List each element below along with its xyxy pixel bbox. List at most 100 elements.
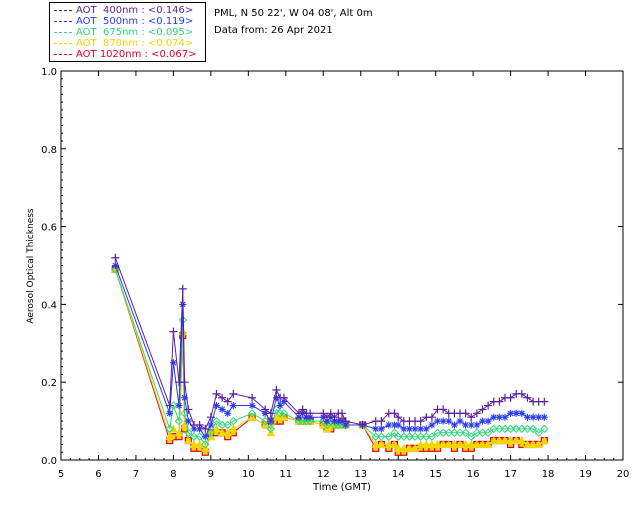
data-point bbox=[500, 424, 510, 434]
data-point bbox=[523, 413, 531, 421]
data-point bbox=[166, 409, 174, 417]
data-point bbox=[377, 439, 386, 448]
data-point bbox=[523, 439, 532, 448]
data-point bbox=[411, 425, 419, 433]
y-tick-label: 0.4 bbox=[41, 300, 57, 311]
data-point bbox=[495, 435, 504, 445]
data-point bbox=[450, 428, 459, 437]
data-point bbox=[455, 428, 465, 437]
data-point bbox=[507, 409, 515, 417]
data-point bbox=[416, 417, 425, 426]
data-point bbox=[405, 443, 414, 452]
data-point bbox=[472, 428, 482, 437]
x-tick-label: 9 bbox=[208, 469, 214, 480]
data-point bbox=[462, 421, 470, 429]
data-point bbox=[390, 409, 399, 418]
x-tick-label: 5 bbox=[58, 469, 64, 480]
x-tick-label: 6 bbox=[95, 469, 101, 480]
data-point bbox=[399, 443, 409, 452]
x-tick-label: 14 bbox=[392, 469, 405, 480]
data-point bbox=[223, 397, 232, 406]
x-tick-label: 15 bbox=[429, 469, 442, 480]
data-point bbox=[201, 424, 210, 433]
data-point bbox=[298, 405, 307, 414]
data-point bbox=[385, 421, 393, 429]
data-point bbox=[212, 402, 220, 410]
data-point bbox=[495, 413, 503, 421]
data-point bbox=[427, 432, 437, 441]
y-tick-label: 0.6 bbox=[41, 223, 57, 234]
data-point bbox=[478, 428, 487, 437]
data-point bbox=[261, 405, 270, 414]
data-point bbox=[489, 435, 499, 445]
data-point bbox=[212, 424, 221, 433]
x-tick-label: 11 bbox=[279, 469, 292, 480]
data-point bbox=[473, 421, 481, 429]
data-point bbox=[207, 421, 215, 429]
data-point bbox=[206, 413, 215, 422]
data-point bbox=[169, 327, 178, 336]
data-point bbox=[371, 439, 381, 448]
data-point bbox=[438, 439, 448, 448]
data-point bbox=[111, 253, 120, 262]
data-point bbox=[422, 425, 430, 433]
data-point bbox=[478, 439, 487, 448]
data-point bbox=[305, 416, 315, 426]
data-point bbox=[189, 439, 199, 448]
legend-label: AOT 675nm : <0.095> bbox=[76, 27, 194, 38]
data-point bbox=[184, 417, 192, 425]
data-point bbox=[323, 413, 332, 422]
data-point bbox=[466, 439, 476, 448]
x-tick-label: 8 bbox=[170, 469, 176, 480]
data-point bbox=[523, 424, 532, 434]
data-point bbox=[229, 389, 238, 398]
data-point bbox=[540, 413, 548, 421]
data-point bbox=[535, 413, 543, 421]
data-point bbox=[416, 432, 425, 441]
data-point bbox=[175, 402, 183, 410]
legend-label: AOT 870nm : <0.074> bbox=[76, 38, 194, 49]
x-tick-label: 12 bbox=[317, 469, 330, 480]
data-point bbox=[394, 413, 403, 422]
data-point bbox=[180, 378, 189, 387]
data-point bbox=[201, 440, 210, 449]
data-point bbox=[506, 393, 515, 402]
data-point bbox=[461, 409, 470, 418]
legend-line-icon bbox=[54, 9, 72, 11]
data-point bbox=[461, 428, 470, 437]
data-point bbox=[455, 439, 465, 448]
data-point bbox=[523, 393, 532, 402]
legend-item-675nm: AOT 675nm : <0.095> bbox=[54, 27, 193, 38]
legend-label: AOT 400nm : <0.146> bbox=[76, 5, 194, 16]
data-point bbox=[206, 428, 216, 437]
data-point bbox=[275, 409, 285, 418]
data-point bbox=[212, 389, 221, 398]
data-point bbox=[506, 424, 515, 434]
series-line bbox=[114, 257, 545, 430]
data-point bbox=[266, 409, 275, 418]
data-point bbox=[212, 416, 221, 426]
data-point bbox=[428, 421, 436, 429]
data-point bbox=[489, 424, 498, 434]
data-point bbox=[456, 417, 464, 425]
data-point bbox=[540, 397, 549, 406]
data-point bbox=[444, 439, 454, 448]
data-point bbox=[111, 265, 120, 274]
data-point bbox=[247, 409, 257, 418]
data-point bbox=[229, 416, 238, 426]
data-point bbox=[298, 416, 307, 426]
data-point bbox=[184, 405, 193, 414]
x-tick-label: 19 bbox=[579, 469, 592, 480]
data-point bbox=[467, 413, 476, 422]
legend-line-icon bbox=[54, 42, 72, 44]
data-point bbox=[421, 439, 431, 448]
data-point bbox=[267, 417, 275, 425]
data-point bbox=[195, 420, 204, 429]
data-point bbox=[467, 432, 476, 441]
data-point bbox=[529, 413, 537, 421]
data-point bbox=[410, 443, 420, 452]
data-point bbox=[417, 425, 425, 433]
data-point bbox=[223, 420, 232, 430]
data-point bbox=[438, 428, 448, 437]
data-point bbox=[272, 385, 281, 394]
